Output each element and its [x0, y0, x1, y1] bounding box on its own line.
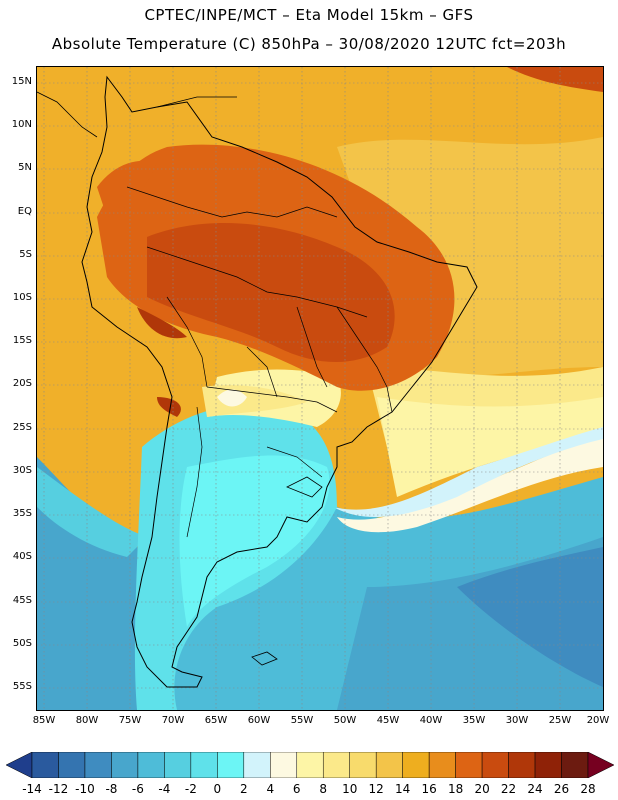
- lat-label: 15N: [11, 76, 32, 87]
- lat-label: 55S: [12, 681, 32, 692]
- colorbar-label: 26: [553, 782, 570, 796]
- lat-label: 5S: [19, 249, 32, 260]
- lat-label: 45S: [12, 595, 32, 606]
- colorbar-box: [58, 752, 86, 778]
- temperature-map: [36, 66, 604, 711]
- colorbar-label: -6: [131, 782, 144, 796]
- coastline-south-america: [81, 75, 478, 688]
- lat-label: 10S: [12, 292, 32, 303]
- colorbar-label: 8: [319, 782, 328, 796]
- colorbar-box: [561, 752, 589, 778]
- graticule: [37, 67, 603, 710]
- colorbar-label: -12: [48, 782, 69, 796]
- colorbar-box: [84, 752, 112, 778]
- lat-label: 40S: [12, 551, 32, 562]
- lon-label: 60W: [247, 715, 271, 726]
- lon-label: 35W: [462, 715, 486, 726]
- lon-label: 85W: [32, 715, 56, 726]
- lon-label: 50W: [333, 715, 357, 726]
- lon-label: 55W: [290, 715, 314, 726]
- lon-label: 40W: [419, 715, 443, 726]
- colorbar-box: [243, 752, 271, 778]
- colorbar-box: [428, 752, 456, 778]
- colorbar-label: 12: [368, 782, 384, 796]
- lon-label: 80W: [75, 715, 99, 726]
- colorbar-box: [481, 752, 509, 778]
- colorbar-label: -10: [75, 782, 95, 796]
- map-title-line-2: Absolute Temperature (C) 850hPa – 30/08/…: [51, 35, 567, 53]
- colorbar-box: [402, 752, 430, 778]
- colorbar-label: 10: [342, 782, 358, 796]
- lat-label: 15S: [12, 335, 32, 346]
- colorbar-label: -4: [158, 782, 171, 796]
- colorbar-label: 22: [500, 782, 517, 796]
- colorbar-low-triangle: [6, 752, 33, 778]
- lat-label: 50S: [12, 638, 32, 649]
- country-borders: [126, 186, 393, 538]
- colorbar-high-triangle: [587, 752, 614, 778]
- lat-label: EQ: [17, 206, 32, 217]
- colorbar-label: -8: [105, 782, 118, 796]
- colorbar-box: [190, 752, 218, 778]
- colorbar-box: [349, 752, 377, 778]
- colorbar-label: 0: [213, 782, 222, 796]
- colorbar-box: [322, 752, 350, 778]
- colorbar-label: 6: [292, 782, 301, 796]
- colorbar-label: 24: [527, 782, 543, 796]
- colorbar-label: 14: [395, 782, 411, 796]
- colorbar-label: 28: [580, 782, 596, 796]
- colorbar-box: [296, 752, 324, 778]
- lat-label: 20S: [12, 378, 32, 389]
- lon-label: 75W: [118, 715, 142, 726]
- lon-label: 70W: [161, 715, 185, 726]
- lon-label: 20W: [586, 715, 610, 726]
- lon-label: 30W: [505, 715, 529, 726]
- colorbar-box: [111, 752, 139, 778]
- colorbar-box: [217, 752, 245, 778]
- colorbar-label: 18: [447, 782, 464, 796]
- colorbar-label: 4: [266, 782, 275, 796]
- colorbar-label: -14: [22, 782, 42, 796]
- colorbar-box: [270, 752, 298, 778]
- temperature-colorbar: [6, 752, 614, 778]
- lat-label: 35S: [12, 508, 32, 519]
- colorbar-box: [164, 752, 192, 778]
- colorbar-label: 20: [474, 782, 490, 796]
- lat-label: 10N: [11, 119, 32, 130]
- colorbar-box: [455, 752, 483, 778]
- colorbar-box: [31, 752, 59, 778]
- colorbar-label: 2: [239, 782, 248, 796]
- lat-label: 5N: [18, 162, 32, 173]
- colorbar-box: [375, 752, 403, 778]
- colorbar-box: [137, 752, 165, 778]
- lon-label: 25W: [548, 715, 572, 726]
- colorbar-label: -2: [184, 782, 197, 796]
- lon-label: 65W: [204, 715, 228, 726]
- colorbar-label: 16: [421, 782, 437, 796]
- lon-label: 45W: [376, 715, 400, 726]
- colorbar-box: [508, 752, 536, 778]
- colorbar-box: [534, 752, 562, 778]
- lat-label: 30S: [12, 465, 32, 476]
- lat-label: 25S: [12, 422, 32, 433]
- map-title-line-1: CPTEC/INPE/MCT – Eta Model 15km – GFS: [144, 6, 474, 24]
